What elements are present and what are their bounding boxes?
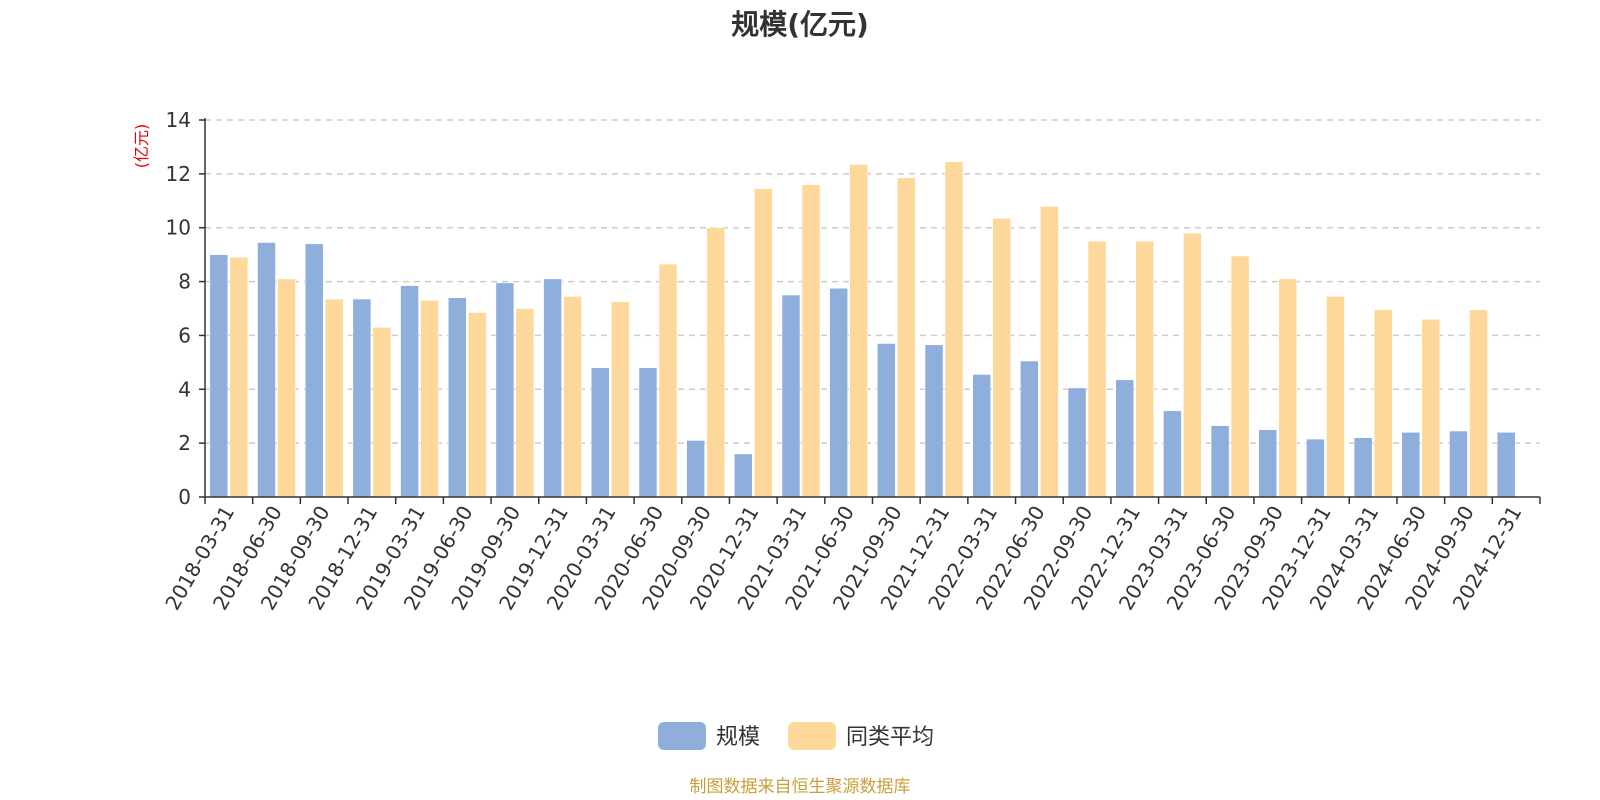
bar-peer-average [1087, 240, 1107, 498]
bar-peer-average [706, 227, 725, 498]
y-tick-label: 4 [178, 377, 191, 401]
bar-scale [924, 344, 944, 498]
y-axis-unit-label: (亿元) [132, 124, 151, 169]
bar-peer-average [992, 218, 1011, 498]
bar-peer-average [944, 161, 964, 498]
bar-peer-average [611, 301, 630, 498]
bar-peer-average [754, 188, 773, 498]
bar-peer-average [1040, 205, 1059, 498]
bar-scale [400, 285, 419, 498]
bar-peer-average [1183, 232, 1202, 498]
legend-swatch [658, 722, 706, 750]
y-tick-label: 2 [178, 431, 191, 455]
bar-scale [304, 243, 324, 498]
bar-scale [829, 288, 848, 498]
y-tick-label: 12 [166, 162, 191, 186]
bar-peer-average [229, 257, 249, 498]
legend-label: 规模 [716, 725, 760, 750]
legend-swatch [788, 722, 836, 750]
y-tick-label: 10 [166, 216, 191, 240]
bar-scale [495, 282, 515, 498]
bar-scale [543, 278, 562, 498]
bar-scale [1115, 379, 1134, 498]
bar-scale [1067, 387, 1087, 498]
bar-peer-average [420, 300, 439, 498]
bar-peer-average [1278, 278, 1298, 498]
bar-peer-average [515, 308, 535, 498]
bar-scale [257, 242, 276, 498]
bar-peer-average [1373, 309, 1393, 498]
legend: 规模 同类平均 [658, 722, 934, 750]
legend-label: 同类平均 [846, 725, 934, 750]
bar-peer-average [1326, 296, 1345, 498]
bar-scale [1020, 360, 1039, 498]
bar-scale [1210, 425, 1230, 498]
bar-peer-average [277, 278, 296, 498]
bar-peer-average [897, 177, 916, 498]
bar-peer-average [658, 263, 678, 498]
y-tick-label: 14 [166, 108, 191, 132]
bar-scale [1306, 438, 1325, 498]
bar-scale [972, 374, 991, 498]
bar-scale [352, 298, 372, 498]
bar-peer-average [1421, 319, 1441, 498]
chart-title: 规模(亿元) [731, 8, 869, 41]
bar-scale [1258, 429, 1278, 498]
bar-scale [1163, 410, 1182, 498]
bar-scale [686, 440, 705, 498]
bar-peer-average [1135, 240, 1154, 498]
bars [209, 161, 1516, 498]
y-tick-label: 6 [178, 323, 191, 347]
bar-scale [1401, 432, 1421, 498]
bar-scale [1449, 430, 1468, 498]
bar-peer-average [849, 164, 868, 498]
bar-peer-average [563, 296, 582, 498]
bar-peer-average [372, 327, 392, 498]
bar-scale [591, 367, 610, 498]
bar-scale [734, 453, 753, 498]
bar-scale [209, 254, 229, 498]
bar-peer-average [1469, 309, 1488, 498]
bar-peer-average [1230, 255, 1250, 498]
bar-scale [1353, 437, 1373, 498]
bar-peer-average [324, 298, 344, 498]
data-source-note: 制图数据来自恒生聚源数据库 [690, 777, 911, 797]
y-tick-label: 8 [178, 270, 191, 294]
bar-peer-average [467, 312, 487, 498]
y-tick-label: 0 [178, 485, 191, 509]
bar-scale [1496, 432, 1516, 498]
bar-peer-average [801, 184, 821, 498]
bar-scale [781, 294, 801, 498]
bar-scale [877, 343, 896, 498]
bar-scale [638, 367, 658, 498]
bar-scale [447, 297, 467, 498]
